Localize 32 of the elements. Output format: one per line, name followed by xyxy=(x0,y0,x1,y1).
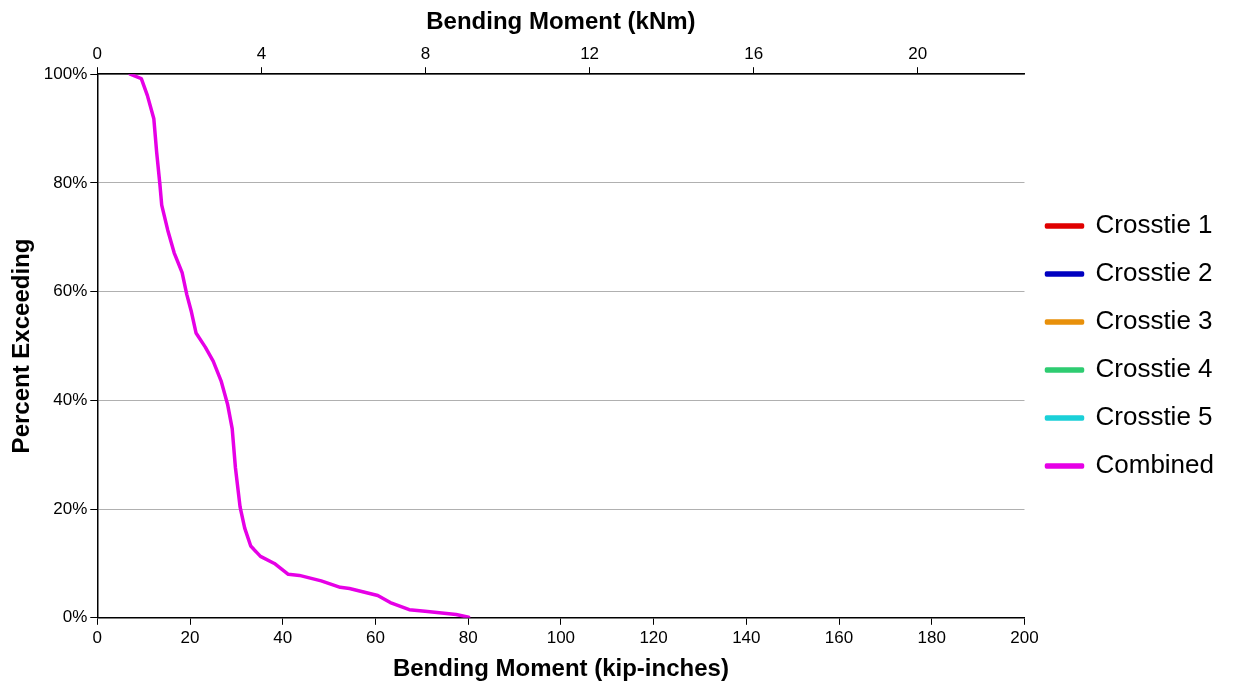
x-tick-label: 160 xyxy=(824,627,854,647)
x-tick-label: 20 xyxy=(180,627,200,647)
x-tick-label: 100 xyxy=(546,627,576,647)
legend-label: Crosstie 2 xyxy=(1095,257,1213,288)
y-tick-label: 60% xyxy=(53,281,88,301)
y-tick-label: 40% xyxy=(53,390,88,410)
y-tick-label: 0% xyxy=(62,607,88,627)
y-tick-label: 20% xyxy=(53,498,88,518)
legend-label: Crosstie 1 xyxy=(1095,209,1213,240)
x-tick-label: 180 xyxy=(917,627,946,647)
y-tick-label: 80% xyxy=(53,172,88,192)
x-tick-label: 0 xyxy=(92,627,103,647)
y-axis-title: Percent Exceeding xyxy=(7,238,35,454)
legend-label: Crosstie 5 xyxy=(1095,401,1213,432)
x2-tick-label: 20 xyxy=(908,43,928,63)
x-axis-title: Bending Moment (kip-inches) xyxy=(392,654,729,682)
x-tick-label: 200 xyxy=(1010,627,1039,647)
y-tick-label: 100% xyxy=(43,63,88,83)
legend-label: Combined xyxy=(1095,449,1214,480)
x2-tick-label: 8 xyxy=(420,43,431,63)
legend-label: Crosstie 3 xyxy=(1095,305,1213,336)
x2-tick-label: 12 xyxy=(580,43,600,63)
x-tick-label: 120 xyxy=(639,627,668,647)
x2-axis-title: Bending Moment (kNm) xyxy=(426,7,696,35)
x2-tick-label: 16 xyxy=(744,43,764,63)
x2-tick-label: 4 xyxy=(256,43,267,63)
x2-tick-label: 0 xyxy=(92,43,103,63)
x-tick-label: 40 xyxy=(273,627,293,647)
x-tick-label: 80 xyxy=(458,627,478,647)
legend-label: Crosstie 4 xyxy=(1095,353,1213,384)
x-tick-label: 140 xyxy=(732,627,761,647)
x-tick-label: 60 xyxy=(365,627,385,647)
